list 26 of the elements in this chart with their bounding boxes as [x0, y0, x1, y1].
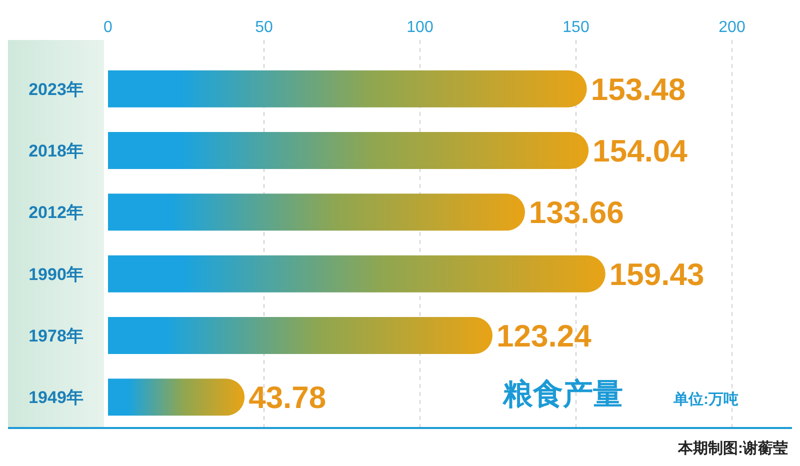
text: 粮食产量 [502, 378, 623, 411]
x-tick-label: 100 [406, 19, 434, 36]
y-tick-label: 2023年 [28, 80, 84, 99]
data-label: 43.78 [248, 380, 326, 416]
annotation: 单位:万吨 [672, 391, 738, 408]
data-label: 154.04 [592, 134, 688, 168]
y-tick-label: 1949年 [28, 388, 84, 408]
x-tick-label: 200 [718, 19, 746, 36]
text: 本期制图:谢蘅莹 [677, 440, 788, 457]
y-tick-label: 2018年 [28, 142, 84, 160]
data-label: 123.24 [496, 318, 592, 354]
x-tick-label: 0 [104, 19, 113, 36]
data-label: 153.48 [590, 72, 686, 107]
bar [108, 70, 587, 108]
bar [108, 132, 589, 169]
bar [108, 317, 492, 354]
y-tick-label: 1990年 [28, 264, 84, 284]
y-tick-label: 2012年 [28, 203, 84, 222]
bar [108, 194, 525, 231]
bar [108, 378, 245, 416]
x-tick-label: 50 [255, 19, 273, 36]
data-label: 159.43 [609, 256, 704, 292]
y-tick-label: 1978年 [28, 326, 84, 346]
x-tick-label: 150 [562, 19, 590, 36]
data-label: 133.66 [529, 195, 624, 230]
bar [108, 255, 606, 292]
